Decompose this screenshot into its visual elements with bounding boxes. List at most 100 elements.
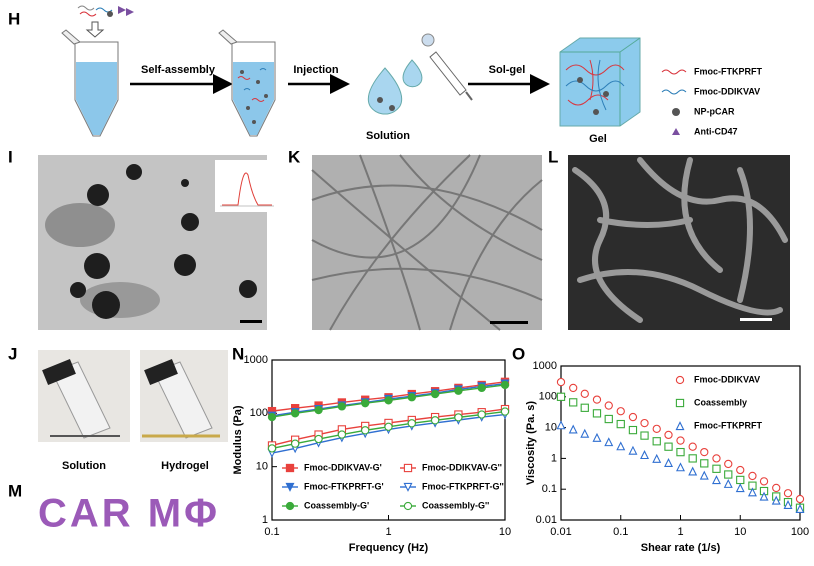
hydrogel-writing: CAR MΦ — [38, 492, 220, 536]
y-tick-label: 10 — [545, 422, 557, 434]
step-label: Sol-gel — [489, 64, 526, 76]
tem-image-part-part — [181, 179, 189, 187]
marker — [500, 380, 510, 390]
vial-photo — [38, 350, 228, 442]
marker — [285, 501, 295, 511]
schematic-part-part — [259, 68, 267, 71]
marker — [747, 487, 757, 497]
marker — [748, 471, 757, 481]
marker — [361, 399, 370, 408]
panel-label: J — [8, 344, 17, 363]
schematic-part-part — [77, 5, 95, 11]
marker — [735, 483, 745, 493]
tem-image-part — [80, 282, 160, 318]
marker — [688, 466, 698, 476]
tem-image-part — [222, 172, 272, 206]
schematic-part — [565, 59, 625, 111]
marker — [604, 437, 614, 447]
marker — [664, 442, 673, 451]
tem-image-part — [311, 154, 543, 331]
marker — [569, 383, 578, 393]
y-axis-label: Modulus (Pa) — [232, 405, 244, 474]
tem-image-part-part — [174, 254, 196, 276]
panel-label: H — [8, 9, 20, 28]
schematic-part-part — [256, 80, 260, 84]
legend-label: NP-pCAR — [694, 106, 735, 116]
marker — [290, 439, 300, 448]
x-tick-label: 0.1 — [613, 526, 628, 538]
y-tick-label: 10 — [256, 461, 268, 473]
legend-label: Coassembly — [694, 397, 747, 407]
x-axis-label: Frequency (Hz) — [349, 542, 429, 554]
tem-image-part-part — [87, 184, 109, 206]
marker — [568, 424, 578, 434]
y-tick-label: 1000 — [533, 360, 557, 372]
panel-label: K — [288, 147, 301, 166]
marker — [712, 454, 721, 463]
marker — [556, 420, 566, 430]
marker — [580, 389, 589, 398]
marker — [675, 398, 685, 408]
panel-label: O — [512, 344, 525, 363]
schematic-part-part — [79, 11, 97, 17]
legend-label: Coassembly-G' — [304, 500, 369, 510]
legend-label: Fmoc-FTKPRFT — [694, 66, 762, 76]
legend-label: Fmoc-DDIKVAV-G' — [304, 462, 382, 472]
schematic-part — [429, 51, 467, 96]
tem-image-part — [490, 321, 528, 324]
y-tick-label: 1 — [551, 452, 557, 464]
schematic-part — [377, 97, 383, 103]
schematic-part-part — [597, 59, 607, 111]
marker — [314, 405, 323, 415]
x-tick-label: 1 — [677, 526, 683, 538]
schematic-part — [577, 77, 583, 83]
marker — [616, 419, 625, 429]
x-tick-label: 10 — [734, 526, 746, 538]
schematic-part — [389, 105, 395, 111]
tem-image-part — [240, 320, 262, 323]
schematic-part — [77, 5, 113, 17]
sem-image-part-part — [637, 157, 788, 243]
x-tick-label: 0.01 — [550, 526, 571, 538]
marker — [477, 410, 486, 419]
photo-caption: Solution — [62, 460, 106, 472]
marker — [736, 465, 745, 475]
x-tick-label: 10 — [499, 526, 511, 538]
schematic-part-part — [243, 88, 251, 91]
state-label: Solution — [366, 130, 410, 142]
marker — [640, 450, 650, 460]
schematic-part — [661, 69, 687, 75]
panel-label: N — [232, 344, 244, 363]
schematic-part-part — [252, 120, 256, 124]
tem-image-part — [70, 164, 257, 319]
schematic-part — [672, 108, 680, 116]
schematic-part — [107, 11, 113, 17]
tem-image — [38, 155, 277, 330]
marker — [795, 494, 805, 504]
x-tick-label: 1 — [385, 526, 391, 538]
marker — [759, 491, 769, 501]
marker — [285, 463, 295, 473]
marker — [556, 377, 566, 387]
sem-image-part-part — [577, 269, 783, 316]
y-tick-label: 0.1 — [542, 483, 557, 495]
marker — [569, 398, 578, 407]
legend-label: Fmoc-FTKPRFT — [694, 420, 762, 430]
state-label: Gel — [589, 133, 607, 145]
panel-label: I — [8, 147, 13, 166]
schematic-part — [560, 37, 641, 126]
y-tick-label: 1 — [262, 514, 268, 526]
marker — [652, 437, 661, 446]
marker — [604, 414, 613, 424]
schematic — [61, 5, 687, 137]
tem-image-part-part — [84, 253, 110, 279]
marker — [403, 482, 413, 492]
tem-image-part-part — [239, 280, 257, 298]
marker — [592, 432, 602, 442]
marker — [688, 442, 697, 451]
schematic-part — [61, 29, 81, 45]
sem-image-part-part — [597, 217, 693, 228]
tem-image-part-part — [92, 291, 120, 319]
marker — [712, 464, 721, 473]
legend-label: Fmoc-FTKPRFT-G'' — [422, 481, 504, 491]
